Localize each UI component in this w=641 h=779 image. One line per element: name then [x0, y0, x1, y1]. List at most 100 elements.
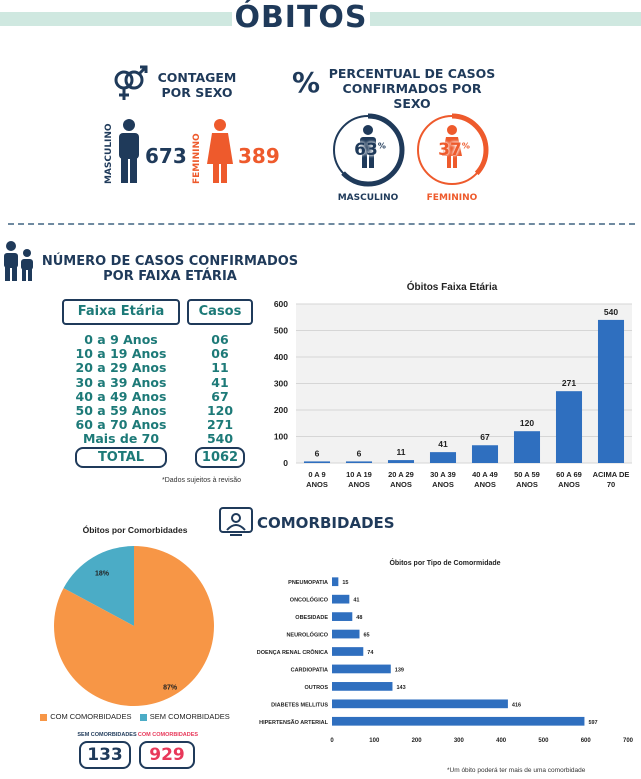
x-tick-label: 600	[581, 738, 592, 744]
data-label: 6	[315, 448, 320, 458]
x-tick-label: ANOS	[306, 480, 328, 489]
male-percent-ring	[331, 113, 405, 187]
y-tick-label: 0	[283, 458, 288, 468]
bar	[332, 612, 353, 621]
bar	[555, 391, 583, 463]
data-label: 41	[353, 598, 359, 604]
data-label: 139	[395, 667, 404, 673]
x-tick-label: 60 A 69	[556, 470, 582, 479]
comorbidity-chart-title: Óbitos por Tipo de Comormidade	[389, 558, 500, 567]
female-percent-value: 37%	[434, 140, 474, 160]
x-tick-label: 0 A 9	[308, 470, 325, 479]
y-tick-label: 100	[274, 432, 288, 442]
bar	[471, 445, 499, 463]
female-count-value: 389	[238, 144, 280, 168]
people-icon	[4, 241, 33, 281]
x-tick-label: 20 A 29	[388, 470, 414, 479]
pie-legend: COM COMORBIDADES SEM COMORBIDADES	[40, 712, 230, 721]
sex-count-heading-line2: POR SEXO	[161, 85, 233, 100]
x-tick-label: ANOS	[432, 480, 454, 489]
bar	[387, 460, 415, 463]
y-tick-label: DIABETES MELLITUS	[271, 702, 328, 708]
percent-icon: %	[292, 66, 321, 99]
table-row: 20 a 29 Anos	[75, 360, 167, 376]
data-label: 74	[367, 650, 374, 656]
x-tick-label: 500	[538, 738, 549, 744]
with-comorb-label: COM COMORBIDADES	[137, 732, 199, 738]
male-count-value: 673	[145, 144, 187, 168]
header-bar-left	[0, 12, 232, 26]
x-tick-label: 30 A 39	[430, 470, 456, 479]
table-range-column: 0 a 9 Anos 10 a 19 Anos 20 a 29 Anos 30 …	[62, 332, 180, 447]
bar	[332, 594, 350, 604]
data-label: 540	[604, 307, 618, 317]
data-label: 143	[396, 685, 405, 691]
bar	[332, 699, 508, 709]
x-tick-label: 400	[496, 738, 507, 744]
female-count-label: FEMININO	[192, 133, 202, 184]
x-tick-label: ANOS	[516, 480, 538, 489]
without-comorb-value: 133	[79, 741, 131, 769]
x-tick-label: 70	[607, 480, 615, 489]
bar	[303, 461, 331, 463]
x-tick-label: ANOS	[558, 480, 580, 489]
age-chart-title: Óbitos Faixa Etária	[407, 280, 498, 293]
table-cell: 67	[211, 388, 229, 404]
table-row: 10 a 19 Anos	[75, 346, 167, 362]
data-label: 6	[357, 448, 362, 458]
y-tick-label: NEUROLÓGICO	[286, 631, 328, 639]
data-label: 67	[480, 432, 490, 442]
table-cell: 06	[211, 346, 229, 362]
female-percent-label: FEMININO	[426, 193, 478, 203]
x-tick-label: 10 A 19	[346, 470, 372, 479]
data-label: 15	[342, 580, 348, 586]
bar	[332, 682, 393, 691]
female-percent-sign: %	[461, 141, 470, 151]
y-tick-label: 300	[274, 379, 288, 389]
sex-percent-heading-line2: CONFIRMADOS POR SEXO	[342, 81, 482, 111]
age-heading-line2: POR FAIXA ETÁRIA	[103, 269, 237, 284]
bar	[597, 319, 625, 463]
table-row: Mais de 70	[82, 431, 160, 447]
with-comorb-value: 929	[139, 741, 195, 769]
comorbidity-type-chart: Óbitos por Tipo de Comormidade 0 100 200 30…	[257, 558, 634, 744]
male-figure-icon	[119, 119, 139, 183]
data-label: 416	[512, 702, 521, 708]
bar	[429, 452, 457, 463]
x-tick-label: ANOS	[474, 480, 496, 489]
table-row: 30 a 39 Anos	[75, 374, 167, 390]
table-cell: 540	[206, 431, 234, 447]
table-row: 0 a 9 Anos	[84, 332, 158, 347]
x-tick-label: 40 A 49	[472, 470, 498, 479]
data-label: 11	[397, 447, 406, 457]
y-tick-label: DOENÇA RENAL CRÔNICA	[257, 648, 328, 656]
male-percent-sign: %	[377, 141, 386, 151]
x-tick-label: 50 A 59	[514, 470, 540, 479]
bar	[332, 629, 360, 639]
female-figure-icon	[207, 119, 233, 183]
bar	[332, 716, 585, 726]
y-tick-label: HIPERTENSÃO ARTERIAL	[259, 719, 328, 726]
patient-monitor-icon	[219, 507, 253, 536]
data-label: 597	[588, 720, 597, 726]
x-tick-label: ACIMA DE	[593, 470, 630, 479]
legend-item-without: SEM COMORBIDADES	[139, 712, 230, 721]
comorbidities-heading: COMORBIDADES	[257, 514, 395, 532]
table-row: 40 a 49 Anos	[75, 388, 167, 404]
header-bar-right	[370, 12, 641, 26]
pie-label: 18%	[95, 570, 110, 577]
pie-chart-title: Óbitos por Comorbidades	[82, 525, 188, 535]
table-cell: 271	[206, 417, 234, 433]
x-tick-label: 100	[369, 738, 380, 744]
data-label: 120	[520, 418, 534, 428]
legend-label-without: SEM COMORBIDADES	[149, 712, 230, 721]
table-cell: 41	[211, 374, 229, 390]
legend-label-with: COM COMORBIDADES	[50, 712, 132, 721]
male-percent-value: 63%	[350, 140, 390, 160]
gender-symbol-icon	[114, 65, 148, 100]
legend-swatch-with	[40, 713, 48, 721]
y-tick-label: 200	[274, 405, 288, 415]
table-cell: 11	[211, 360, 229, 376]
pie-slice	[53, 546, 214, 706]
y-tick-label: OUTROS	[304, 685, 328, 691]
